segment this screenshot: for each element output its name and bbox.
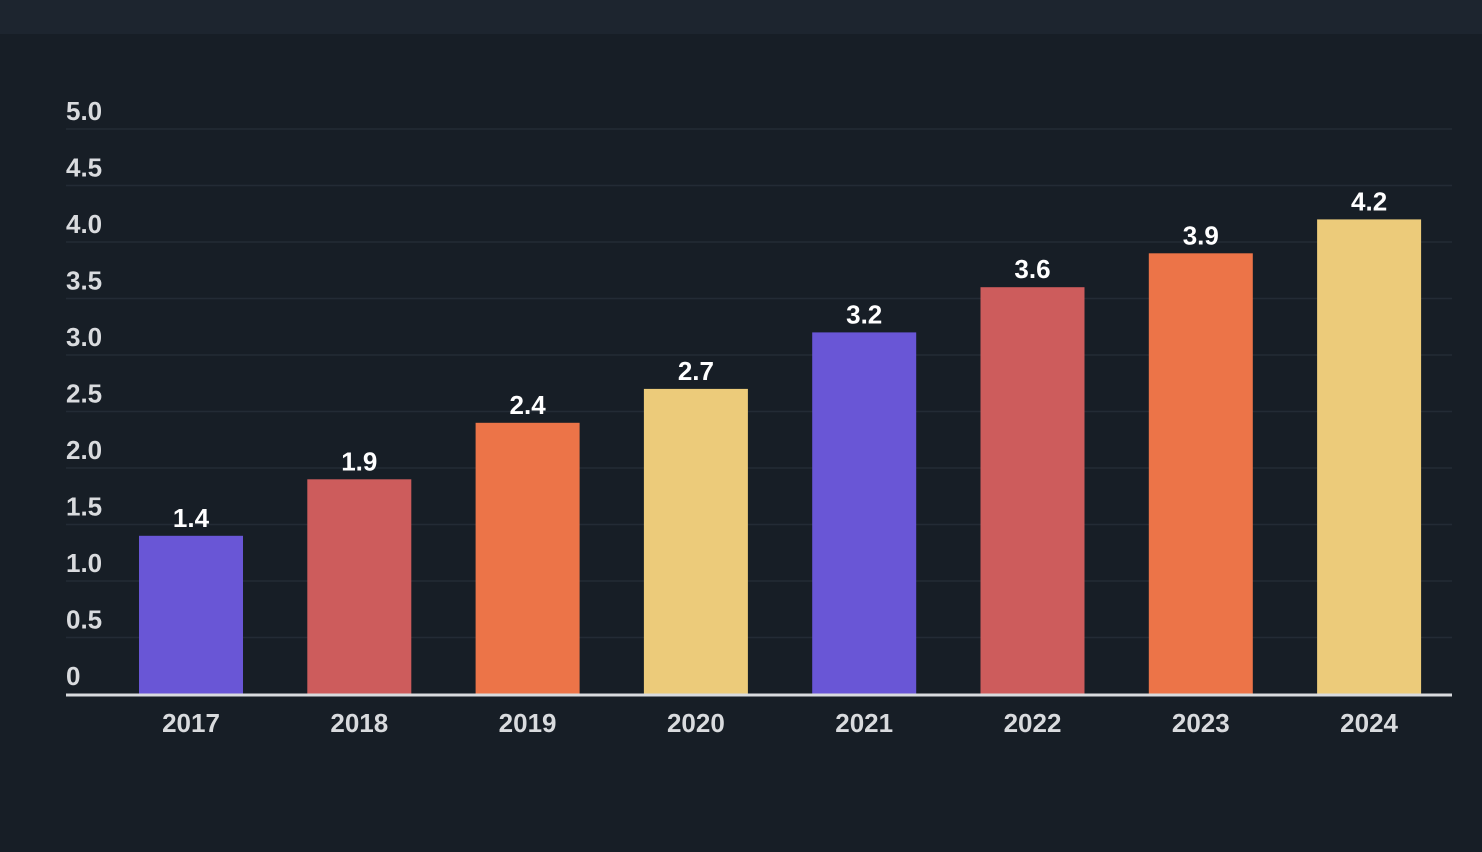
y-tick-label: 2.5 <box>66 379 102 409</box>
top-bar <box>0 0 1482 34</box>
y-tick-label: 3.0 <box>66 322 102 352</box>
x-tick-label: 2018 <box>330 708 388 738</box>
y-tick-label: 5.0 <box>66 96 102 126</box>
x-tick-label: 2020 <box>667 708 725 738</box>
y-tick-label: 3.5 <box>66 266 102 296</box>
x-tick-label: 2017 <box>162 708 220 738</box>
x-tick-label: 2023 <box>1172 708 1230 738</box>
bar <box>475 422 580 694</box>
bar-value-label: 2.4 <box>510 390 547 420</box>
bar-value-label: 1.4 <box>173 503 210 533</box>
y-tick-label: 1.5 <box>66 492 102 522</box>
x-tick-label: 2019 <box>499 708 557 738</box>
y-tick-label: 0 <box>66 661 80 691</box>
bar <box>139 535 243 694</box>
y-tick-label: 4.5 <box>66 153 102 183</box>
bar <box>812 332 917 694</box>
bar-value-label: 3.9 <box>1183 220 1219 250</box>
x-tick-label: 2024 <box>1340 708 1398 738</box>
bar <box>980 287 1085 694</box>
bar-value-label: 3.2 <box>846 299 882 329</box>
bar <box>307 479 412 694</box>
bar-value-label: 1.9 <box>341 446 377 476</box>
bars <box>139 219 1422 695</box>
y-tick-label: 1.0 <box>66 548 102 578</box>
bar <box>643 388 748 694</box>
bar <box>1148 253 1253 695</box>
x-tick-label: 2022 <box>1004 708 1062 738</box>
bar-value-label: 3.6 <box>1014 254 1050 284</box>
y-axis-ticks: 0 0.5 1.0 1.5 2.0 2.5 3.0 3.5 4.0 4.5 5.0 <box>66 96 102 691</box>
bar-value-label: 4.2 <box>1351 186 1387 216</box>
value-labels: 1.4 1.9 2.4 2.7 3.2 3.6 3.9 4.2 <box>173 186 1387 532</box>
y-tick-label: 4.0 <box>66 209 102 239</box>
y-tick-label: 0.5 <box>66 605 102 635</box>
x-axis-ticks: 2017 2018 2019 2020 2021 2022 2023 2024 <box>162 708 1398 738</box>
bar-value-label: 2.7 <box>678 356 714 386</box>
bar <box>1317 219 1422 694</box>
x-tick-label: 2021 <box>835 708 893 738</box>
y-tick-label: 2.0 <box>66 435 102 465</box>
